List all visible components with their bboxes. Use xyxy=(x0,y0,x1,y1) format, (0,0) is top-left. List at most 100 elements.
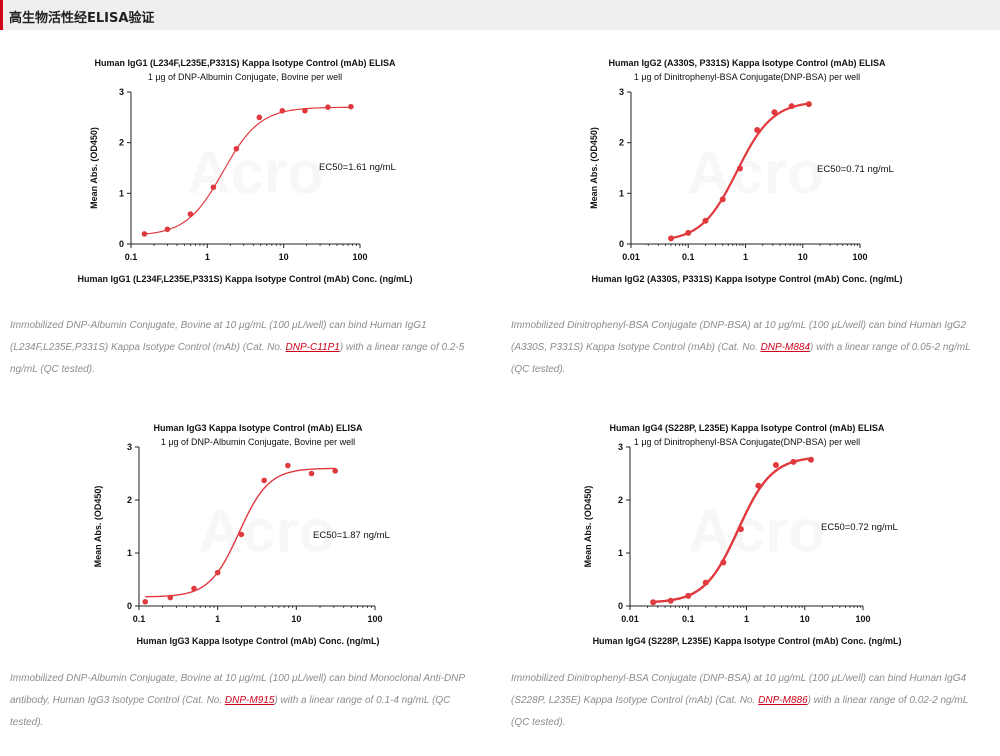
y-tick-label: 3 xyxy=(618,442,623,452)
data-point xyxy=(685,229,692,236)
elisa-chart-igg4: Acro Human IgG4 (S228P, L235E) Kappa Isot… xyxy=(583,423,902,646)
y-tick-label: 2 xyxy=(618,495,623,505)
x-tick-label: 100 xyxy=(367,614,382,624)
y-tick-label: 1 xyxy=(119,188,124,198)
y-tick-label: 1 xyxy=(619,188,624,198)
caption-text: ) with a linear range of 0.02-2 ng/mL (Q… xyxy=(511,695,969,728)
section-title: 高生物活性经ELISA验证 xyxy=(9,11,155,26)
data-point xyxy=(771,109,778,116)
data-point xyxy=(737,526,744,533)
caption-igg4: Immobilized Dinitrophenyl-BSA Conjugate … xyxy=(511,668,981,734)
data-point xyxy=(719,196,726,203)
y-tick-label: 2 xyxy=(619,138,624,148)
data-point xyxy=(807,456,814,463)
chart-subtitle: 1 μg of DNP-Albumin Conjugate, Bovine pe… xyxy=(148,72,342,82)
data-point xyxy=(332,468,339,474)
y-axis-label: Mean Abs. (OD450) xyxy=(89,127,99,209)
caption-text: Immobilized Dinitrophenyl-BSA Conjugate … xyxy=(511,320,967,353)
data-point xyxy=(702,579,709,586)
x-axis-label: Human IgG1 (L234F,L235E,P331S) Kappa Iso… xyxy=(77,274,412,284)
chart-title: Human IgG1 (L234F,L235E,P331S) Kappa Iso… xyxy=(94,58,396,68)
data-point xyxy=(285,462,291,469)
ec50-annotation: EC50=1.87 ng/mL xyxy=(313,530,390,541)
data-point xyxy=(187,211,194,217)
x-tick-label: 0.1 xyxy=(682,614,695,624)
watermark-logo: Acro xyxy=(687,139,824,206)
x-tick-label: 10 xyxy=(279,252,289,262)
data-point xyxy=(141,231,148,237)
x-tick-label: 0.01 xyxy=(622,252,640,262)
x-tick-label: 10 xyxy=(800,614,810,624)
data-point xyxy=(754,127,761,133)
chart-subtitle: 1 μg of Dinitrophenyl-BSA Conjugate(DNP-… xyxy=(634,72,860,82)
x-tick-label: 1 xyxy=(744,614,749,624)
data-point xyxy=(214,569,221,576)
y-axis-label: Mean Abs. (OD450) xyxy=(583,486,593,568)
caption-igg3: Immobilized DNP-Albumin Conjugate, Bovin… xyxy=(10,668,485,734)
x-tick-label: 0.01 xyxy=(621,614,639,624)
data-point xyxy=(308,470,315,477)
data-point xyxy=(668,235,675,242)
y-tick-label: 1 xyxy=(127,548,132,558)
data-point xyxy=(210,184,217,191)
caption-igg2: Immobilized Dinitrophenyl-BSA Conjugate … xyxy=(511,315,981,381)
data-point xyxy=(233,145,240,152)
data-point xyxy=(720,559,727,566)
chart-title: Human IgG3 Kappa Isotype Control (mAb) E… xyxy=(153,423,363,433)
fit-curve xyxy=(145,467,336,598)
caption-text: ) with a linear range of 0.1-4 ng/mL (QC… xyxy=(10,695,451,728)
data-point xyxy=(325,104,331,110)
data-point xyxy=(191,585,197,592)
x-tick-label: 100 xyxy=(852,252,867,262)
caption-text: Immobilized DNP-Albumin Conjugate, Bovin… xyxy=(10,320,427,353)
watermark-logo: Acro xyxy=(688,498,825,565)
data-point xyxy=(755,482,762,489)
caption-text: ) with a linear range of 0.2-5 ng/mL (QC… xyxy=(10,342,465,375)
x-tick-label: 10 xyxy=(291,614,301,624)
y-tick-label: 0 xyxy=(619,239,624,249)
caption-text: ) with a linear range of 0.05-2 ng/mL (Q… xyxy=(511,342,971,375)
y-tick-label: 0 xyxy=(119,239,124,249)
data-point xyxy=(142,598,149,605)
data-point xyxy=(650,599,657,606)
elisa-chart-igg2: Acro Human IgG2 (A330S, P331S) Kappa Isot… xyxy=(589,58,903,284)
x-axis-label: Human IgG4 (S228P, L235E) Kappa Isotype … xyxy=(593,636,902,646)
x-tick-label: 10 xyxy=(798,252,808,262)
data-point xyxy=(261,477,267,484)
catalog-link-dnp-m886[interactable]: DNP-M886 xyxy=(758,695,808,706)
catalog-link-dnp-m884[interactable]: DNP-M884 xyxy=(760,342,811,353)
x-tick-label: 1 xyxy=(215,614,220,624)
catalog-link-dnp-c11p1[interactable]: DNP-C11P1 xyxy=(285,342,340,353)
y-axis-label: Mean Abs. (OD450) xyxy=(589,127,599,209)
data-point xyxy=(348,103,354,110)
fit-curve xyxy=(670,102,810,240)
caption-igg1: Immobilized DNP-Albumin Conjugate, Bovin… xyxy=(10,315,485,381)
data-point xyxy=(772,462,779,469)
data-point xyxy=(685,592,692,599)
y-tick-label: 3 xyxy=(127,442,132,452)
ec50-annotation: EC50=0.72 ng/mL xyxy=(821,522,898,533)
x-axis-label: Human IgG3 Kappa Isotype Control (mAb) C… xyxy=(137,636,380,646)
data-point xyxy=(302,107,308,114)
caption-text: Immobilized Dinitrophenyl-BSA Conjugate … xyxy=(511,673,967,706)
y-tick-label: 0 xyxy=(127,601,132,611)
chart-title: Human IgG4 (S228P, L235E) Kappa Isotype … xyxy=(610,423,885,433)
data-point xyxy=(790,458,797,465)
y-tick-label: 2 xyxy=(127,495,132,505)
fit-curve xyxy=(144,106,351,235)
fit-curve xyxy=(653,457,812,604)
x-tick-label: 1 xyxy=(205,252,210,262)
y-tick-label: 3 xyxy=(119,87,124,97)
x-axis-label: Human IgG2 (A330S, P331S) Kappa Isotype … xyxy=(591,274,902,284)
data-point xyxy=(167,594,174,601)
chart-subtitle: 1 μg of Dinitrophenyl-BSA Conjugate(DNP-… xyxy=(634,437,860,447)
y-tick-label: 3 xyxy=(619,87,624,97)
data-point xyxy=(736,165,743,172)
x-tick-label: 0.1 xyxy=(682,252,695,262)
data-point xyxy=(256,114,263,121)
x-tick-label: 0.1 xyxy=(125,252,138,262)
data-point xyxy=(164,226,171,233)
data-point xyxy=(667,597,674,604)
catalog-link-dnp-m915[interactable]: DNP-M915 xyxy=(224,695,275,706)
